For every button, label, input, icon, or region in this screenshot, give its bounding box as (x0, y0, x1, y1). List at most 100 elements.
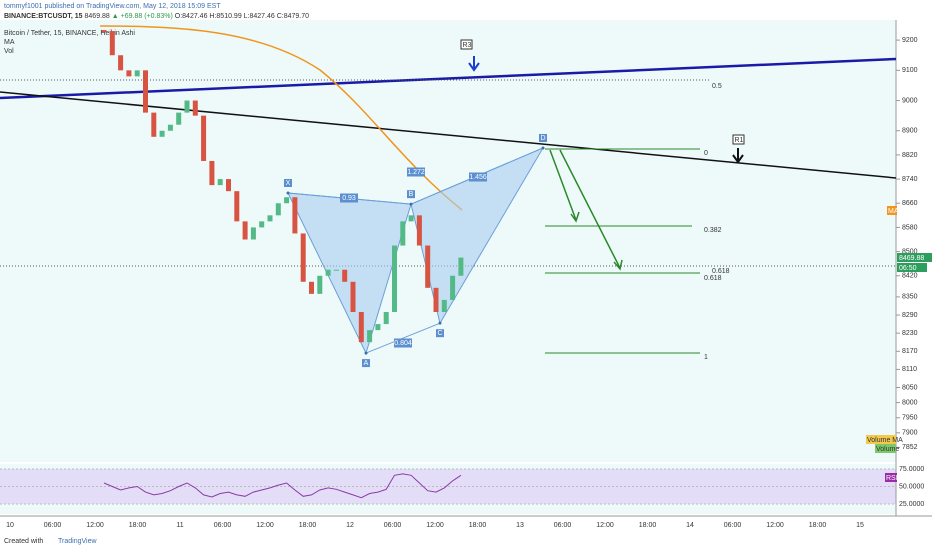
ratio-label: 0.804 (394, 340, 412, 347)
rsi-line (103, 473, 462, 499)
x-tick-label: 06:00 (554, 522, 572, 529)
ma-tag (887, 206, 897, 215)
legend: MA (4, 39, 15, 46)
rsi-line (103, 473, 462, 499)
candle (350, 281, 356, 312)
x-tick-label: 12 (346, 522, 354, 529)
fib-lines (545, 148, 700, 354)
pattern: X A B C D 0.93 0.804 1.272 1.456 (284, 133, 547, 368)
label-box (469, 172, 487, 182)
candle (284, 197, 290, 204)
legend: Vol (4, 48, 14, 55)
candle (234, 191, 240, 222)
x-tick-label: 10 (6, 522, 14, 529)
arrow (549, 149, 580, 223)
y-tick-label: 7950 (902, 415, 918, 422)
pattern-label: C (437, 330, 442, 337)
candle (109, 31, 115, 56)
label-box (539, 133, 547, 142)
pattern-label: B (409, 191, 414, 198)
arrow (468, 56, 480, 72)
x-tick-label: 18:00 (639, 522, 657, 529)
rsi-tag (885, 473, 897, 482)
footer-brand[interactable]: TradingView (58, 538, 97, 545)
x-tick-label: 18:00 (299, 522, 317, 529)
pattern-point (286, 191, 290, 195)
price-tag-text: 8469.88 (899, 255, 924, 262)
y-tick-label: 7900 (902, 430, 918, 437)
y-tick-label: 9100 (902, 67, 918, 74)
candle (167, 124, 173, 131)
y-tick-label: 8420 (902, 273, 918, 280)
candle (101, 30, 107, 33)
axes: 9200 9100 9000 8900 8820 8740 8660 8580 8500 8420… (0, 37, 924, 529)
candle (317, 275, 323, 294)
pattern-point (438, 321, 442, 325)
x-tick-label: 12:00 (596, 522, 614, 529)
candle (300, 233, 306, 282)
fib-label: 0 (704, 150, 708, 157)
y-tick-label: 8110 (902, 366, 917, 373)
candle (151, 112, 157, 137)
volume-ma-tag (866, 435, 896, 444)
pattern-diag (365, 322, 441, 354)
candle (358, 312, 364, 343)
pattern-point (541, 146, 545, 150)
rsi-tick-label: 75.0000 (899, 466, 924, 473)
fib-label: 0.618 (712, 268, 730, 275)
y-tick-label: 8170 (902, 348, 918, 355)
fib-label: 0.382 (704, 227, 722, 234)
x-tick-label: 14 (686, 522, 694, 529)
symbol: BINANCE:BTCUSDT, 15 (4, 13, 83, 20)
footer-text: Created with (4, 538, 43, 545)
label-box (732, 134, 745, 145)
label-box (340, 193, 358, 203)
pattern-point (364, 351, 368, 355)
fib-label: 0.618 (704, 275, 722, 282)
x-tick-label: 06:00 (214, 522, 232, 529)
candle (275, 203, 281, 216)
pattern-point (409, 202, 413, 206)
x-tick-label: 06:00 (44, 522, 62, 529)
candle (126, 70, 132, 77)
candle (342, 269, 348, 282)
x-tick-label: 18:00 (809, 522, 827, 529)
fib-label: 1 (704, 354, 708, 361)
candle (192, 100, 198, 116)
x-tick-label: 11 (176, 522, 183, 529)
label-box (362, 359, 370, 368)
candle (184, 100, 190, 113)
countdown-tag (897, 263, 927, 272)
label-box (407, 167, 425, 177)
candle (325, 269, 331, 276)
candle (267, 215, 273, 222)
candle (375, 324, 381, 331)
moving-average (99, 25, 463, 211)
change: ▲ +69.88 (+0.83%) (112, 13, 173, 20)
y-tick-label: 8660 (902, 200, 918, 207)
candle (201, 115, 207, 161)
level-label: 0.5 (712, 83, 722, 90)
y-tick-label: 8820 (902, 152, 918, 159)
candle (309, 281, 314, 294)
label-box (436, 329, 444, 338)
candle (292, 197, 298, 234)
volume-ma-text: Volume MA (867, 437, 903, 444)
x-tick-label: 12:00 (766, 522, 784, 529)
candle (408, 215, 414, 222)
resistance-label: R1 (735, 137, 744, 144)
pattern-label: D (540, 135, 545, 142)
trendline (0, 91, 897, 179)
ma-tag-text: MA (888, 208, 899, 215)
volume-tag (875, 444, 896, 453)
arrow (559, 149, 623, 271)
candle (367, 330, 373, 343)
symbol-line: BINANCE:BTCUSDT, 15 8469.88 ▲ +69.88 (+0… (4, 13, 309, 20)
candle (441, 299, 447, 312)
candle (176, 112, 182, 125)
label-box (460, 39, 473, 50)
y-tick-label: 8350 (902, 294, 918, 301)
y-tick-label: 8230 (902, 330, 918, 337)
countdown-text: 06:50 (899, 265, 917, 272)
